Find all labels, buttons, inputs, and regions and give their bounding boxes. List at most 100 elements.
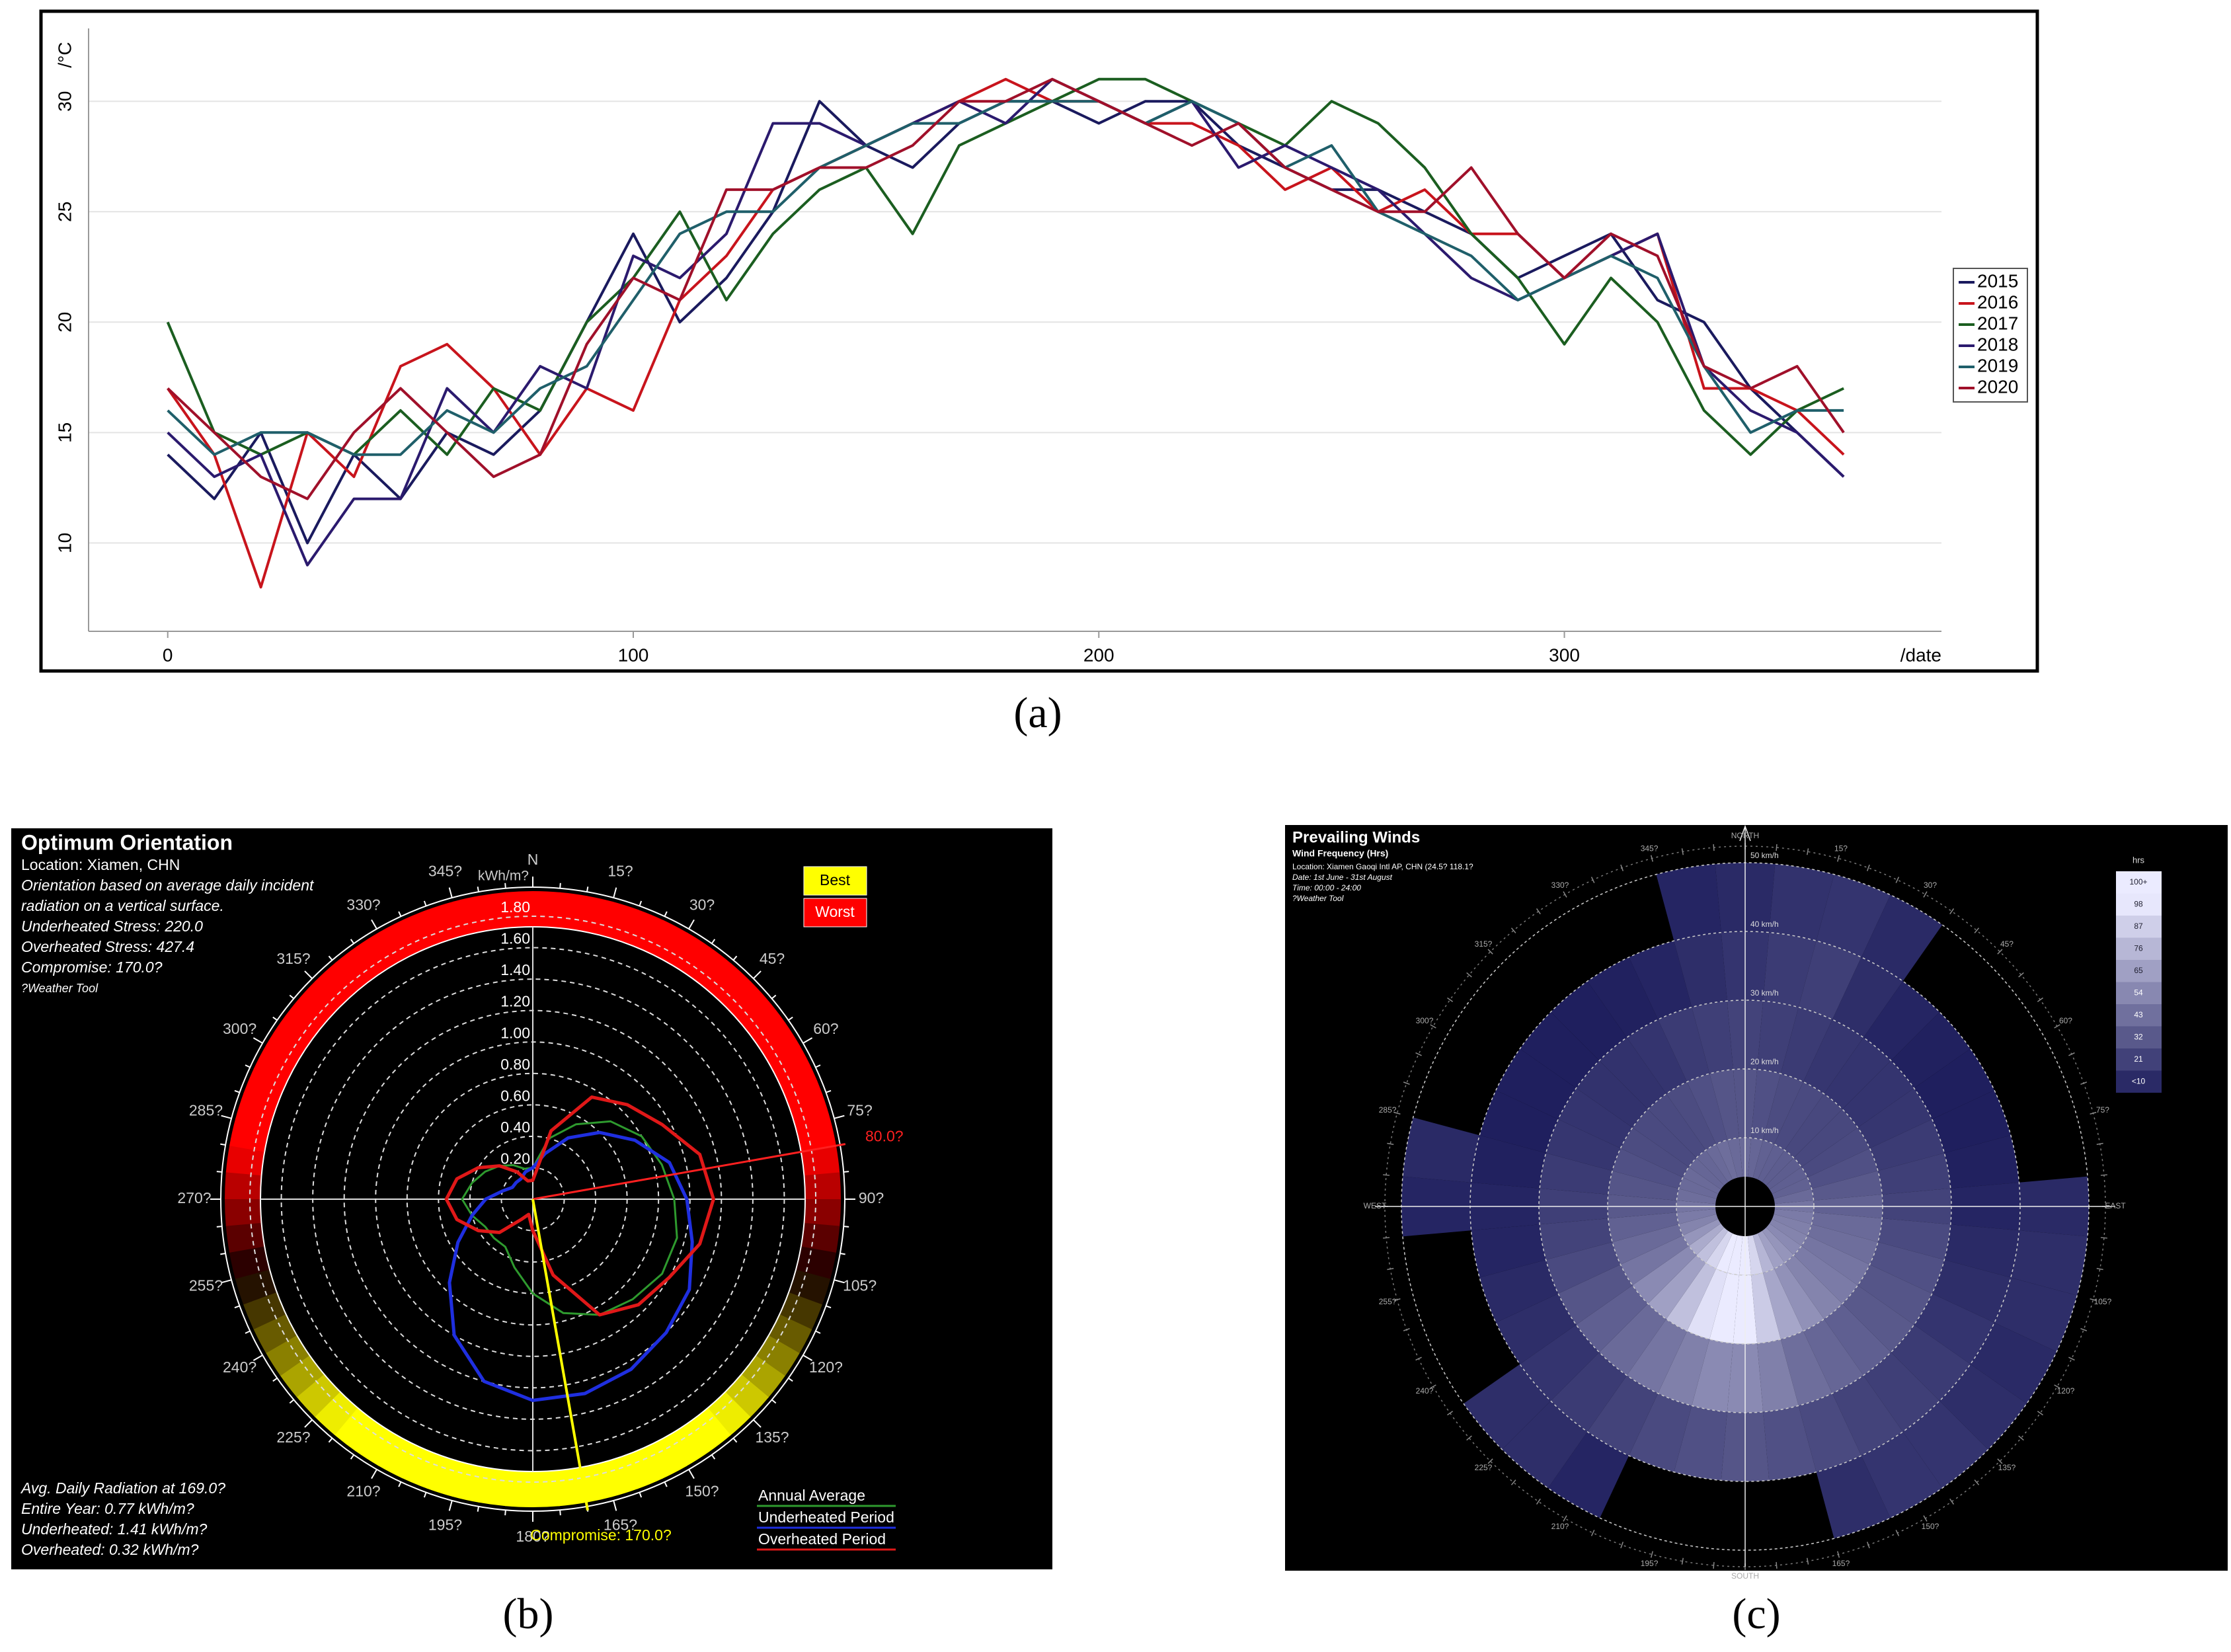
wind-cell	[1944, 1135, 2019, 1189]
angle-tick	[1430, 1024, 1436, 1029]
north-arrowhead	[1739, 824, 1751, 842]
orientation-ring	[531, 1470, 560, 1507]
orientation-ring	[804, 1172, 842, 1200]
angle-label: 195?	[428, 1516, 462, 1534]
note: ?Weather Tool	[1292, 894, 1344, 903]
wind-cell	[2010, 1230, 2088, 1296]
legend-label: Underheated Period	[758, 1509, 894, 1526]
angle-tick	[234, 1089, 240, 1093]
angle-tick	[2054, 1024, 2060, 1029]
orientation-ring	[266, 1021, 311, 1063]
wind-cell	[1763, 1405, 1817, 1481]
angle-label: 60?	[813, 1020, 838, 1037]
orientation-ring	[401, 1445, 440, 1489]
angle-tick	[2096, 1268, 2103, 1271]
x-axis-label: /date	[1900, 645, 1941, 665]
angle-tick	[1974, 1479, 1980, 1485]
wind-cell	[1546, 1241, 1621, 1294]
orientation-ring	[280, 1000, 325, 1043]
angle-tick	[1681, 848, 1684, 855]
angle-label: SOUTH	[1731, 1571, 1759, 1581]
wind-cell	[1801, 1235, 1870, 1286]
panel-subtitle: Wind Frequency (Hrs)	[1292, 848, 1388, 859]
orientation-ring	[556, 892, 588, 931]
angle-tick	[328, 955, 333, 961]
orientation-ring	[356, 931, 398, 976]
wind-cell	[1540, 1153, 1613, 1195]
wind-cell	[1632, 1245, 1697, 1304]
wind-cell	[1495, 1293, 1577, 1364]
angle-tick	[2080, 1327, 2088, 1331]
wind-cell	[1762, 1074, 1803, 1144]
wind-cell	[1540, 1218, 1613, 1260]
orientation-ring	[740, 1355, 785, 1398]
wind-cell	[1546, 1119, 1621, 1171]
orientation-ring	[243, 1068, 287, 1107]
angle-label: 240?	[223, 1358, 256, 1376]
wind-cell	[1471, 1135, 1546, 1189]
angle-tick	[398, 1481, 402, 1487]
note: Orientation based on average daily incid…	[21, 877, 315, 894]
orientation-ring	[453, 895, 487, 937]
wind-cell	[1620, 1235, 1689, 1286]
summary: Entire Year: 0.77 kWh/m?	[21, 1500, 194, 1517]
wind-cell	[1479, 1259, 1559, 1323]
r-tick-label: 0.20	[500, 1150, 530, 1167]
wind-cell	[1658, 1007, 1710, 1082]
orientation-ring	[625, 910, 664, 953]
angle-label: 135?	[755, 1429, 789, 1446]
wind-cell	[1780, 1331, 1832, 1406]
orientation-ring	[688, 1407, 731, 1452]
angle-tick	[2068, 1357, 2075, 1361]
angle-tick	[559, 1510, 561, 1516]
angle-tick	[753, 970, 762, 979]
wind-cell	[1842, 1285, 1914, 1353]
angle-tick	[2090, 1298, 2097, 1302]
wind-cell	[1464, 1364, 1551, 1450]
wind-cell	[1858, 1088, 1932, 1149]
angle-tick	[802, 1355, 813, 1361]
wind-cell	[1807, 1224, 1878, 1265]
orientation-ring	[403, 909, 441, 953]
angle-label: 75?	[2096, 1105, 2109, 1115]
angle-label: 195?	[1641, 1559, 1659, 1568]
wind-cell	[1647, 1255, 1706, 1319]
wind-cell	[1816, 1456, 1891, 1539]
orientation-ring	[377, 1435, 418, 1479]
orientation-ring	[725, 981, 770, 1025]
orientation-ring	[229, 1118, 270, 1152]
angle-tick	[711, 939, 716, 944]
wind-cell	[1863, 981, 1940, 1061]
wind-cell	[1666, 1082, 1717, 1150]
wind-cell	[1762, 1269, 1803, 1339]
angle-tick	[1997, 1458, 2003, 1464]
orientation-ring	[504, 1470, 533, 1507]
orientation-ring	[295, 1373, 340, 1417]
wind-cell	[1863, 1352, 1940, 1432]
legend-label: 76	[2134, 943, 2143, 953]
angle-tick	[664, 911, 668, 917]
note: Overheated Stress: 427.4	[21, 938, 194, 955]
r-tick-label: 1.00	[500, 1024, 530, 1041]
wind-cell	[1861, 894, 1943, 982]
angle-tick	[1430, 1384, 1436, 1389]
angle-tick	[1713, 844, 1715, 851]
x-tick-label: 0	[163, 645, 173, 665]
legend-label: 2020	[1977, 376, 2018, 397]
legend-label: 43	[2134, 1010, 2143, 1019]
angle-tick	[732, 1437, 738, 1443]
angle-label: 330?	[346, 896, 380, 914]
x-tick-label: 100	[618, 645, 649, 665]
panel-title: Optimum Orientation	[21, 830, 233, 854]
angle-tick	[220, 1143, 226, 1146]
wind-cell	[1784, 1255, 1843, 1319]
wind-cell	[1801, 1127, 1870, 1178]
grid-circle	[280, 947, 785, 1452]
polar-curve	[461, 1120, 678, 1316]
wind-cell	[1687, 1269, 1728, 1339]
angle-tick	[1415, 1357, 1422, 1361]
angle-tick	[1807, 1557, 1809, 1565]
angle-tick	[477, 886, 480, 892]
angle-tick	[1510, 1479, 1516, 1485]
angle-tick	[221, 1115, 232, 1119]
